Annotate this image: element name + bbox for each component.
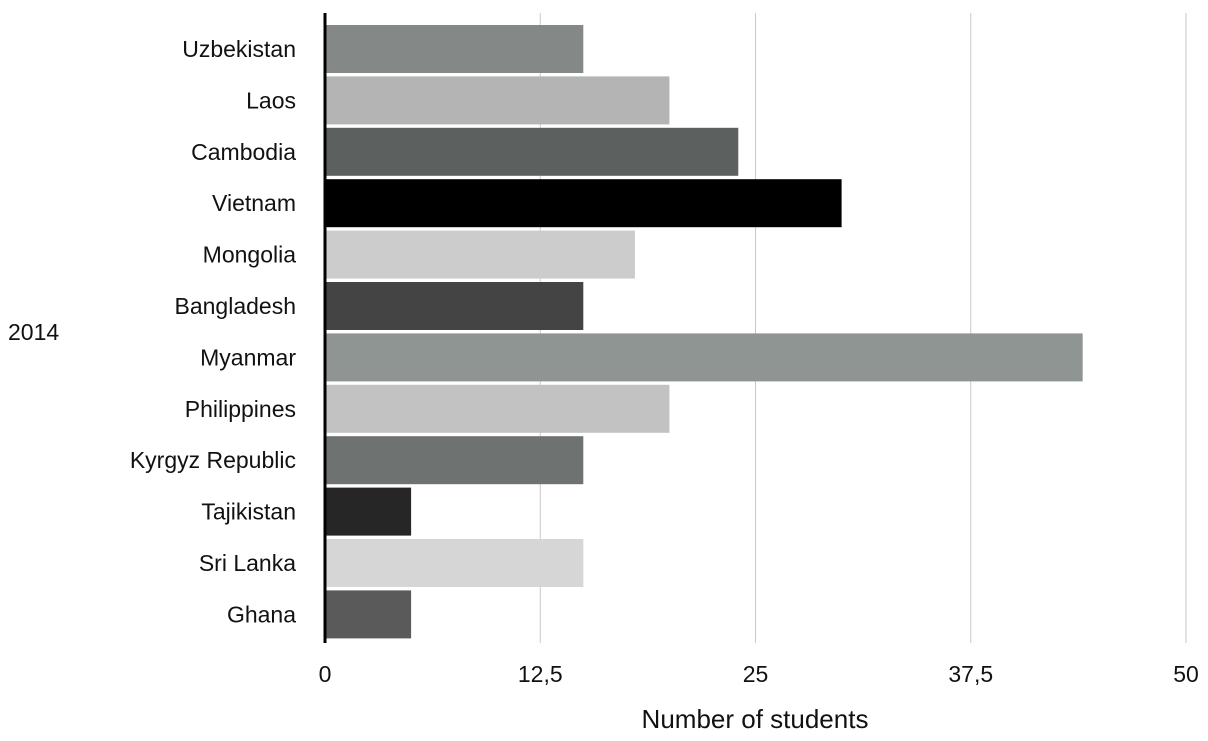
bar-tajikistan — [325, 487, 412, 536]
category-labels: Uzbekistan Laos Cambodia Vietnam Mongolia Ban… — [130, 36, 297, 627]
bar-cambodia — [325, 127, 739, 176]
category-label: Ghana — [227, 601, 296, 627]
x-tick-label: 50 — [1173, 661, 1199, 687]
category-label: Bangladesh — [175, 293, 297, 319]
category-label: Sri Lanka — [199, 550, 296, 576]
category-label: Vietnam — [212, 190, 296, 216]
bar-philippines — [325, 384, 670, 433]
bar-vietnam — [325, 179, 842, 228]
bar-bangladesh — [325, 282, 584, 330]
bar-mongolia — [325, 230, 635, 279]
x-tick-label: 25 — [743, 661, 769, 687]
bar-laos — [325, 76, 670, 125]
group-label: 2014 — [8, 319, 59, 345]
bar-myanmar — [325, 333, 1083, 382]
category-label: Mongolia — [203, 242, 297, 268]
category-label: Kyrgyz Republic — [130, 447, 296, 473]
bar-ghana — [325, 590, 412, 639]
category-label: Uzbekistan — [182, 36, 296, 62]
category-label: Cambodia — [191, 139, 296, 165]
category-label: Tajikistan — [201, 499, 296, 525]
x-tick-labels: 0 12,5 25 37,5 50 — [319, 661, 1199, 687]
x-axis-title: Number of students — [642, 704, 869, 734]
x-tick-label: 12,5 — [518, 661, 563, 687]
category-label: Philippines — [185, 396, 296, 422]
x-tick-label: 37,5 — [948, 661, 993, 687]
category-label: Laos — [246, 87, 296, 113]
x-tick-label: 0 — [319, 661, 332, 687]
bar-uzbekistan — [325, 25, 584, 73]
bars — [325, 25, 1083, 639]
category-label: Myanmar — [200, 344, 296, 370]
bar-sri-lanka — [325, 539, 584, 587]
bar-kyrgyz-republic — [325, 436, 584, 485]
